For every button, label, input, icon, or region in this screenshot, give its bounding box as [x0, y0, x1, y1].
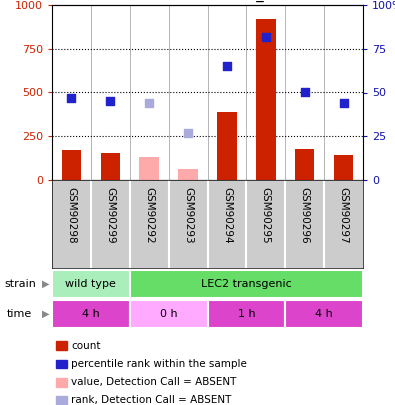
Point: [301, 89, 308, 96]
Text: percentile rank within the sample: percentile rank within the sample: [71, 359, 247, 369]
Text: count: count: [71, 341, 100, 351]
Text: GSM90292: GSM90292: [144, 187, 154, 244]
Bar: [130, 270, 363, 298]
Text: GSM90294: GSM90294: [222, 187, 232, 244]
Bar: [207, 300, 285, 328]
Text: GSM90295: GSM90295: [261, 187, 271, 244]
Bar: [334, 155, 353, 180]
Point: [68, 94, 75, 101]
Bar: [256, 19, 276, 180]
Text: rank, Detection Call = ABSENT: rank, Detection Call = ABSENT: [71, 395, 231, 405]
Bar: [52, 270, 130, 298]
Point: [185, 130, 191, 136]
Point: [224, 63, 230, 70]
Text: LEC2 transgenic: LEC2 transgenic: [201, 279, 292, 289]
Text: GSM90296: GSM90296: [300, 187, 310, 244]
Bar: [179, 168, 198, 180]
Bar: [62, 150, 81, 180]
Text: ▶: ▶: [42, 279, 49, 289]
Bar: [101, 153, 120, 180]
Point: [340, 100, 347, 106]
Text: GSM90297: GSM90297: [339, 187, 348, 244]
Point: [107, 98, 113, 104]
Text: GSM90299: GSM90299: [105, 187, 115, 244]
Text: GSM90293: GSM90293: [183, 187, 193, 244]
Bar: [295, 149, 314, 180]
Text: 4 h: 4 h: [82, 309, 100, 319]
Point: [146, 100, 152, 106]
Text: GSM90298: GSM90298: [66, 187, 77, 244]
Bar: [139, 157, 159, 180]
Bar: [217, 112, 237, 180]
Text: value, Detection Call = ABSENT: value, Detection Call = ABSENT: [71, 377, 236, 387]
Text: wild type: wild type: [66, 279, 116, 289]
Text: time: time: [7, 309, 32, 319]
Bar: [130, 300, 207, 328]
Bar: [52, 300, 130, 328]
Text: GDS1776 / 252679_at: GDS1776 / 252679_at: [117, 0, 278, 2]
Text: strain: strain: [4, 279, 36, 289]
Text: 4 h: 4 h: [315, 309, 333, 319]
Text: 1 h: 1 h: [237, 309, 255, 319]
Point: [263, 33, 269, 40]
Text: 0 h: 0 h: [160, 309, 177, 319]
Text: ▶: ▶: [42, 309, 49, 319]
Bar: [285, 300, 363, 328]
